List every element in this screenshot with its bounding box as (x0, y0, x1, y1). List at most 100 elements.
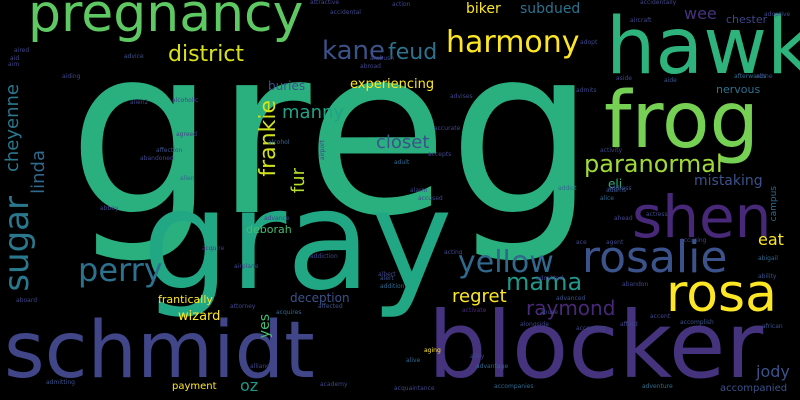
word-subdued: subdued (520, 1, 581, 17)
word-acting: acting (444, 249, 463, 256)
word-accent: accent (650, 313, 671, 320)
word-rosa: rosa (666, 264, 778, 324)
word-payment: payment (172, 381, 217, 392)
word-addiction: addiction (310, 253, 338, 260)
word-ahead: ahead (614, 215, 633, 222)
word-wee: wee (684, 4, 717, 23)
word-hawk: hawk (606, 2, 800, 92)
word-albert: albert (378, 271, 396, 278)
word-kane: kane (322, 36, 386, 66)
word-airport: airport (319, 140, 326, 161)
word-admitted: admitted (536, 275, 564, 282)
word-advance: advance (264, 215, 290, 222)
word-aboard: aboard (16, 297, 38, 304)
word-abroad: abroad (360, 63, 381, 70)
word-accepting: accepting (576, 325, 606, 332)
word-aid: aid (10, 55, 20, 62)
word-oz: oz (240, 376, 259, 395)
word-eat: eat (758, 230, 784, 249)
word-cheyenne: cheyenne (2, 84, 23, 172)
word-alcohol: alcohol (268, 139, 290, 146)
word-afford: afford (620, 321, 638, 328)
word-adult: adult (394, 159, 410, 166)
word-fur: fur (288, 168, 309, 194)
word-feud: feud (388, 40, 438, 65)
word-buries: buries (268, 79, 306, 93)
word-harmony: harmony (446, 25, 580, 60)
word-alive: alive (406, 357, 421, 364)
word-affection: affection (156, 147, 183, 154)
word-alien2: alien2 (130, 99, 149, 106)
word-frog: frog (604, 76, 760, 166)
word-mama: mama (506, 268, 583, 296)
word-attractive: attractive (310, 0, 340, 6)
word-action: action (392, 1, 411, 8)
word-rosalie: rosalie (582, 232, 728, 283)
word-biker: biker (466, 1, 501, 17)
word-schmidt: schmidt (4, 306, 315, 396)
word-african: african (762, 323, 783, 330)
word-chester: chester (726, 13, 768, 26)
word-abigail: abigail (758, 255, 778, 262)
word-abandon: abandon (622, 281, 649, 288)
word-activate: activate (462, 307, 487, 314)
word-accusing: accusing (680, 237, 707, 244)
word-address: address (608, 185, 632, 192)
word-advantage: advantage (476, 363, 509, 370)
word-addition: addition (380, 283, 405, 290)
word-aired: aired (14, 47, 30, 54)
word-perry: perry (78, 251, 163, 289)
word-adventure: adventure (642, 383, 673, 390)
word-alley: alley (470, 353, 485, 360)
word-advanced: advanced (556, 295, 586, 302)
word-raymond: raymond (526, 296, 616, 320)
word-aircraft: aircraft (630, 17, 652, 24)
word-aside: aside (616, 75, 632, 82)
word-frantically: frantically (158, 293, 213, 306)
word-academy: academy (320, 381, 348, 388)
word-accidentally: accidentally (640, 0, 677, 6)
word-accompanies: accompanies (494, 383, 534, 390)
word-pregnancy: pregnancy (28, 0, 304, 44)
word-mistaking: mistaking (694, 173, 763, 189)
word-greg: greg (68, 0, 596, 267)
word-aim: aim (8, 61, 20, 68)
word-adopt: adopt (580, 39, 598, 46)
word-aide: aide (664, 77, 677, 84)
word-aging: aging (424, 347, 441, 354)
word-acquire: acquire (202, 245, 225, 252)
word-yes: yes (257, 314, 273, 339)
word-accomplish: accomplish (680, 319, 714, 326)
word-deception: deception (290, 291, 350, 305)
word-attorney: attorney (230, 303, 256, 310)
word-shen: shen (632, 183, 772, 251)
word-yellow: yellow (458, 245, 554, 280)
word-accurate: accurate (434, 125, 461, 132)
word-accidental: accidental (330, 9, 361, 16)
word-alliance: alliance (250, 363, 274, 370)
word-admitting: admitting (46, 379, 75, 386)
word-blocker: blocker (428, 292, 764, 399)
word-alcoholic: alcoholic (172, 97, 199, 104)
word-activity: activity (600, 147, 623, 154)
word-gray: gray (142, 160, 453, 321)
word-ace: ace (576, 239, 587, 246)
word-wizard: wizard (178, 309, 221, 324)
word-acquaintance: acquaintance (394, 385, 435, 392)
word-alarm: alarm (410, 187, 428, 194)
word-accepts: accepts (428, 151, 452, 158)
word-addict: addict (558, 185, 577, 192)
word-accompanied: accompanied (720, 383, 788, 394)
word-alongside: alongside (520, 321, 549, 328)
word-nervous: nervous (716, 83, 761, 96)
word-agreed: agreed (176, 131, 198, 138)
word-advice: advice (124, 53, 144, 60)
word-advises: advises (450, 93, 473, 100)
word-alert: alert (380, 275, 394, 282)
word-airplane: airplane (234, 263, 259, 270)
word-ambush: ambush (370, 55, 395, 62)
word-abuse: abuse (540, 309, 559, 316)
word-manny: manny (282, 102, 345, 123)
word-paranormal: paranormal (584, 150, 723, 178)
